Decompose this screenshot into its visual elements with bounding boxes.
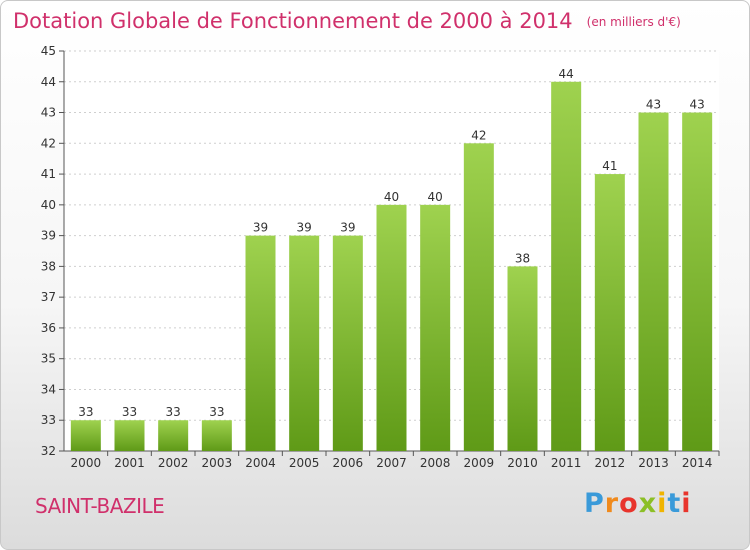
y-tick-label: 37 [41,290,56,304]
x-tick-label: 2002 [158,456,189,470]
x-tick-label: 2009 [464,456,495,470]
x-tick-label: 2004 [245,456,276,470]
proxiti-logo: Proxiti [584,488,692,519]
logo-letter: o [619,488,639,519]
y-tick-label: 44 [41,75,56,89]
data-label: 33 [122,405,137,419]
bar-2014 [682,112,713,452]
logo-letter: i [681,488,692,519]
x-tick-label: 2003 [202,456,233,470]
bar-2013 [638,112,669,452]
data-label: 43 [646,98,661,112]
data-label: 42 [471,128,486,142]
bar-2000 [70,420,101,451]
y-tick-label: 39 [41,229,56,243]
bar-2005 [289,235,320,451]
x-tick-label: 2001 [114,456,145,470]
y-tick-label: 33 [41,413,56,427]
y-tick-label: 42 [41,136,56,150]
x-tick-label: 2006 [333,456,364,470]
bar-2009 [463,143,494,452]
y-tick-label: 45 [41,44,56,58]
commune-name: SAINT-BAZILE [35,494,165,518]
chart-unit: (en milliers d'€) [586,15,681,29]
bar-2008 [420,204,451,451]
bar-2011 [551,81,582,452]
data-label: 39 [297,221,312,235]
chart-title: Dotation Globale de Fonctionnement de 20… [13,9,681,33]
bar-2002 [158,420,189,451]
logo-letter: r [604,488,620,519]
bar-2010 [507,266,538,451]
x-tick-label: 2007 [376,456,407,470]
bar-2012 [594,174,625,452]
y-tick-label: 34 [41,382,56,396]
y-tick-label: 43 [41,106,56,120]
x-tick-label: 2000 [71,456,102,470]
bar-2004 [245,235,276,451]
bar-2003 [201,420,232,451]
x-tick-label: 2012 [595,456,626,470]
y-tick-label: 41 [41,167,56,181]
y-tick-label: 35 [41,352,56,366]
logo-letter: i [657,488,668,519]
data-label: 44 [559,67,574,81]
data-label: 39 [253,221,268,235]
y-tick-label: 32 [41,444,56,458]
logo-letter: x [638,488,658,519]
data-label: 40 [428,190,443,204]
data-label: 33 [78,405,93,419]
x-tick-label: 2011 [551,456,582,470]
y-tick-label: 40 [41,198,56,212]
data-label: 33 [166,405,181,419]
bar-2007 [376,204,407,451]
data-label: 33 [209,405,224,419]
logo-letter: t [667,488,682,519]
x-tick-label: 2008 [420,456,451,470]
data-label: 41 [602,159,617,173]
y-tick-label: 36 [41,321,56,335]
data-label: 43 [690,98,705,112]
bar-2006 [332,235,363,451]
x-tick-label: 2005 [289,456,320,470]
x-tick-label: 2010 [507,456,538,470]
logo-letter: P [584,488,605,519]
x-tick-label: 2013 [638,456,669,470]
bar-2001 [114,420,145,451]
data-label: 38 [515,251,530,265]
data-label: 39 [340,221,355,235]
y-tick-label: 38 [41,259,56,273]
x-tick-label: 2014 [682,456,713,470]
data-label: 40 [384,190,399,204]
